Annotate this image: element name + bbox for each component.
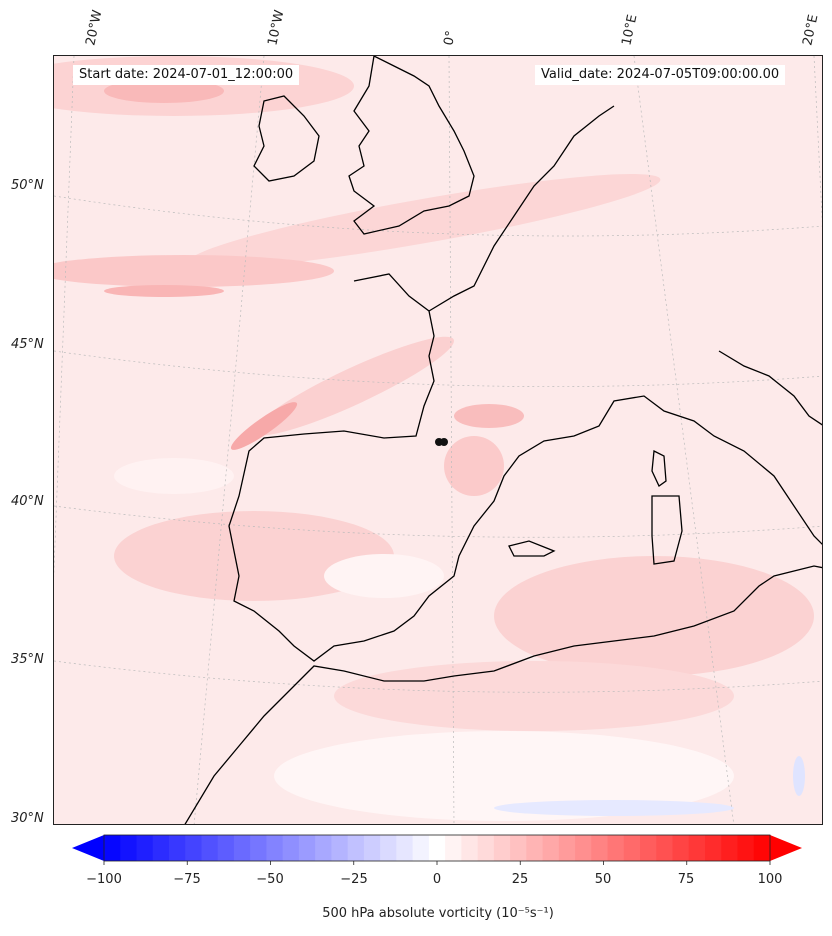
sardinia-coast [651, 495, 683, 565]
colorbar-cell [656, 835, 674, 861]
colorbar-cell [558, 835, 576, 861]
colorbar-cell [298, 835, 316, 861]
colorbar-cell [640, 835, 657, 861]
colorbar-cell [461, 835, 479, 861]
colorbar-tick: 25 [511, 872, 529, 887]
map-panel[interactable] [53, 55, 823, 825]
colorbar-cell [315, 835, 333, 861]
colorbar-cell [380, 835, 397, 861]
lat-label-50n: 50°N [11, 178, 44, 193]
colorbar-cell [737, 835, 755, 861]
colorbar-cell [493, 835, 511, 861]
colorbar-cell [510, 835, 527, 861]
vorticity-field [54, 56, 822, 824]
colorbar-cell [217, 835, 235, 861]
corsica-coast [651, 449, 667, 487]
coastlines [184, 56, 822, 824]
colorbar-cell [688, 835, 706, 861]
africa-coast [184, 565, 822, 824]
graticule [54, 56, 822, 824]
colorbar-cell [428, 835, 446, 861]
colorbar [72, 834, 802, 865]
observation-marker[interactable] [435, 438, 448, 446]
colorbar-tick: −50 [256, 872, 284, 887]
lat-label-45n: 45°N [11, 337, 44, 352]
ireland-coast [253, 95, 320, 182]
colorbar-cell [477, 835, 495, 861]
colorbar-cell [526, 835, 544, 861]
colorbar-cell [168, 835, 186, 861]
colorbar-cell [152, 835, 170, 861]
colorbar-cell [672, 835, 690, 861]
colorbar-cell [331, 835, 349, 861]
lat-label-35n: 35°N [11, 652, 44, 667]
balearic-coast [508, 540, 556, 557]
colorbar-cells [104, 835, 771, 861]
colorbar-min-arrow [72, 835, 104, 861]
colorbar-tick: 50 [594, 872, 612, 887]
lat-label-30n: 30°N [11, 811, 44, 826]
colorbar-cell [721, 835, 739, 861]
colorbar-tick: −100 [86, 872, 122, 887]
britain-coast [348, 56, 475, 235]
colorbar-tick: −25 [340, 872, 368, 887]
colorbar-cell [185, 835, 203, 861]
colorbar-cell [104, 835, 121, 861]
colorbar-cell [542, 835, 560, 861]
colorbar-cell [705, 835, 722, 861]
colorbar-cell [396, 835, 414, 861]
colorbar-cell [266, 835, 284, 861]
colorbar-cell [591, 835, 609, 861]
colorbar-cell [412, 835, 430, 861]
colorbar-cell [363, 835, 381, 861]
colorbar-cell [136, 835, 154, 861]
colorbar-cell [250, 835, 268, 861]
colorbar-cell [607, 835, 625, 861]
colorbar-tick: 75 [677, 872, 695, 887]
colorbar-max-arrow [770, 835, 802, 861]
colorbar-cell [201, 835, 219, 861]
italy-coast [718, 350, 822, 426]
colorbar-tick: −75 [173, 872, 201, 887]
map-canvas [54, 56, 822, 824]
north-coast [428, 105, 615, 312]
colorbar-tick: 100 [757, 872, 783, 887]
colorbar-tick: 0 [432, 872, 442, 887]
colorbar-cell [753, 835, 771, 861]
colorbar-cell [575, 835, 592, 861]
europe-coast [228, 273, 822, 662]
start-date-label: Start date: 2024-07-01_12:00:00 [73, 65, 300, 85]
colorbar-cell [347, 835, 365, 861]
colorbar-cell [282, 835, 300, 861]
colorbar-cell [445, 835, 462, 861]
colorbar-cell [623, 835, 641, 861]
lat-label-40n: 40°N [11, 494, 44, 509]
colorbar-cell [120, 835, 138, 861]
colorbar-cell [233, 835, 251, 861]
valid-date-label: Valid_date: 2024-07-05T09:00:00.00 [535, 65, 786, 85]
colorbar-title: 500 hPa absolute vorticity (10⁻⁵s⁻¹) [322, 906, 554, 921]
